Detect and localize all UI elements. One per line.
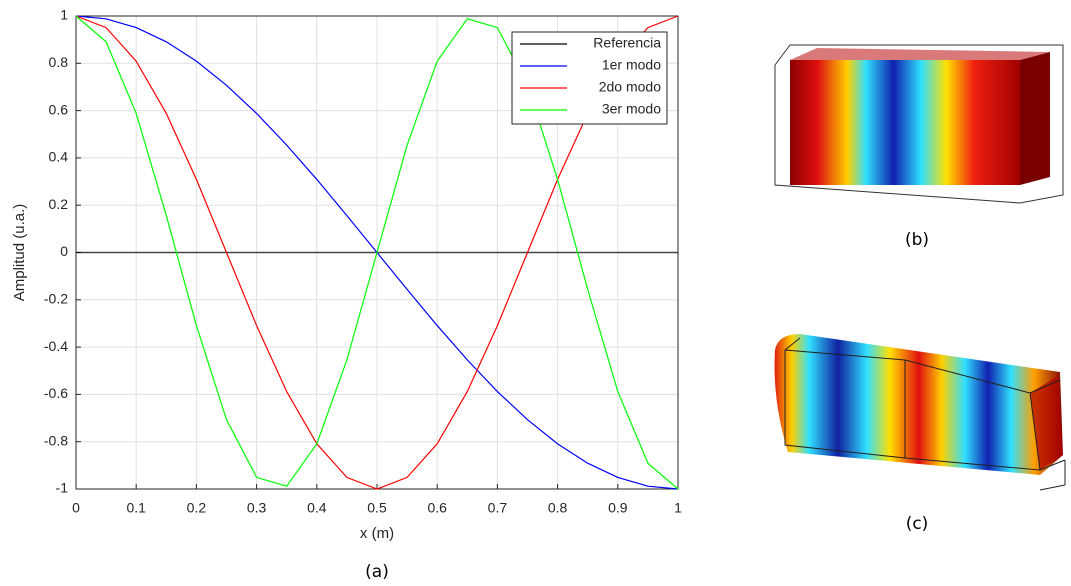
y-tick-label: -0.2 — [44, 291, 68, 307]
caption: (a) — [365, 562, 389, 582]
x-tick-label: 0 — [72, 500, 80, 516]
y-tick-label: 0.2 — [49, 196, 69, 212]
x-tick-label: 0.5 — [367, 500, 387, 516]
x-tick-label: 0.2 — [187, 500, 207, 516]
x-tick-label: 0.8 — [548, 500, 568, 516]
y-tick-label: 0.8 — [49, 54, 69, 70]
caption: (c) — [906, 514, 929, 534]
x-tick-label: 0.6 — [427, 500, 447, 516]
legend-label: 3er modo — [602, 101, 661, 117]
y-tick-label: -0.6 — [44, 385, 68, 401]
x-tick-label: 0.3 — [247, 500, 267, 516]
legend-label: Referencia — [593, 35, 661, 51]
y-tick-label: 0.4 — [49, 149, 69, 165]
y-axis-label: Amplitud (u.a.) — [11, 204, 28, 302]
x-tick-label: 1 — [674, 500, 682, 516]
legend-label: 2do modo — [599, 79, 661, 95]
y-tick-label: 0.6 — [49, 101, 69, 117]
x-tick-label: 0.1 — [126, 500, 146, 516]
x-tick-label: 0.9 — [608, 500, 628, 516]
legend: Referencia 1er modo 2do modo 3er modo — [512, 32, 667, 124]
x-tick-label: 0.7 — [488, 500, 508, 516]
mode-image-c — [775, 334, 1065, 490]
mode-image-b — [775, 45, 1063, 203]
plot: 0 0.1 0.2 0.3 0.4 0.5 0.6 0.7 0.8 0.9 1 -1 -0.8 -0.6 -… — [11, 7, 682, 542]
y-tick-label: 0 — [60, 243, 68, 259]
legend-label: 1er modo — [602, 57, 661, 73]
figure: 0 0.1 0.2 0.3 0.4 0.5 0.6 0.7 0.8 0.9 1 -1 -0.8 -0.6 -… — [0, 0, 1071, 586]
caption: (b) — [905, 230, 929, 250]
y-tick-label: -1 — [56, 480, 69, 496]
y-tick-label: -0.4 — [44, 338, 68, 354]
y-tick-label: -0.8 — [44, 432, 68, 448]
x-tick-label: 0.4 — [307, 500, 327, 516]
y-tick-label: 1 — [60, 7, 68, 23]
x-axis-label: x (m) — [360, 525, 394, 542]
